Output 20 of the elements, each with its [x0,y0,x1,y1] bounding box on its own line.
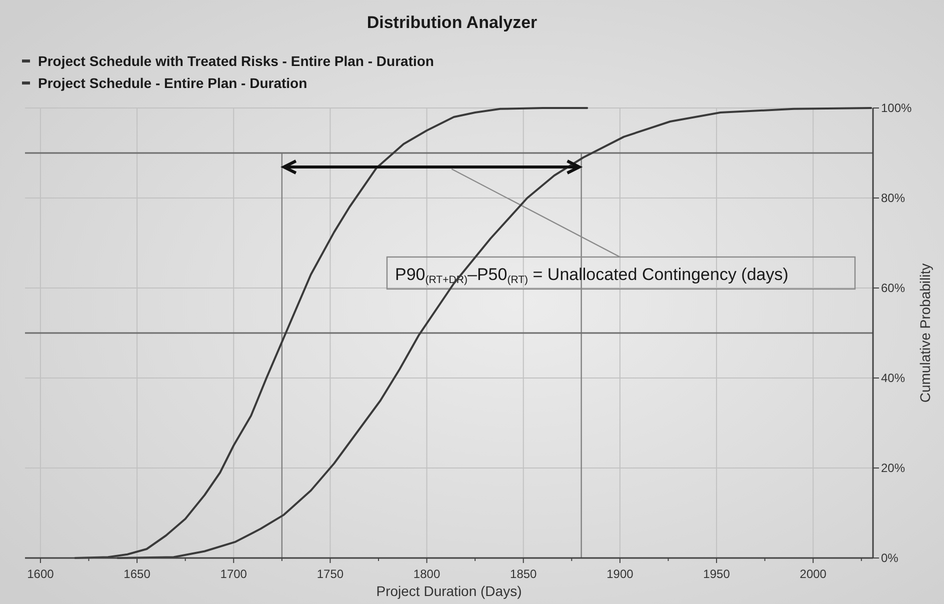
x-tick-label: 1850 [510,567,538,581]
x-tick-label: 1800 [413,567,440,581]
x-tick-label: 1700 [220,567,248,581]
y-tick-label: 100% [881,101,912,115]
x-tick-label: 1600 [27,567,54,581]
x-tick-label: 1900 [606,567,634,581]
y-axis-title: Cumulative Probability [917,263,933,403]
legend-label: Project Schedule with Treated Risks - Entire Plan - Duration [38,53,434,69]
legend-label: Project Schedule - Entire Plan - Duration [38,75,308,91]
chart-title: Distribution Analyzer [366,13,538,32]
x-tick-label: 1750 [316,567,344,581]
y-tick-label: 60% [881,281,906,295]
x-tick-label: 1650 [124,567,151,581]
y-tick-label: 40% [881,371,906,385]
x-tick-label: 2000 [800,567,827,581]
x-axis-title: Project Duration (Days) [376,583,522,599]
y-tick-label: 0% [881,551,899,565]
y-tick-label: 20% [881,461,906,475]
y-tick-label: 80% [881,191,906,205]
x-tick-label: 1950 [703,567,730,581]
